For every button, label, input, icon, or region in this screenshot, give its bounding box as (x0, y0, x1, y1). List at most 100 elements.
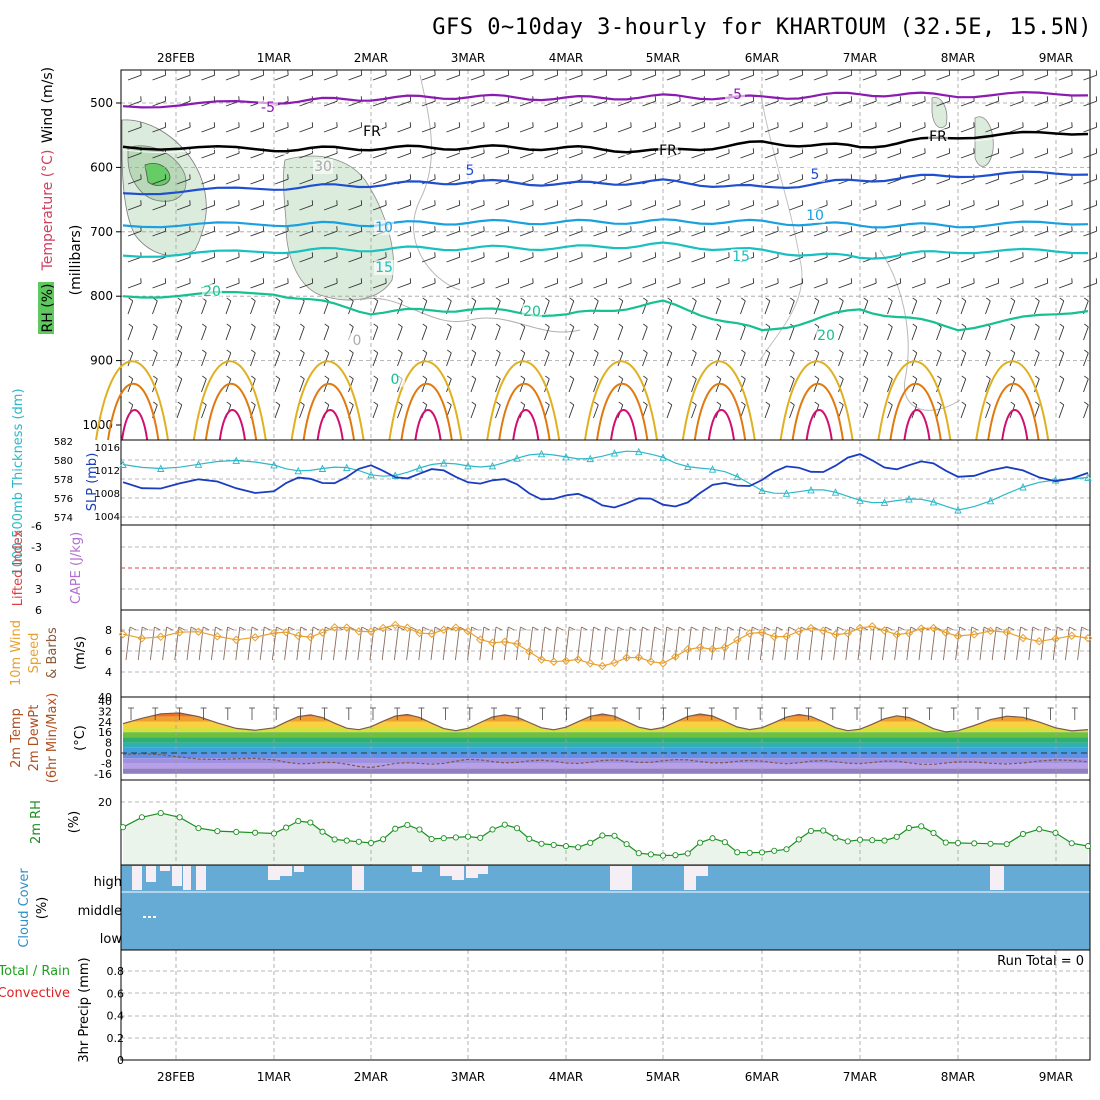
wind-barb (985, 378, 991, 393)
wind-barb (911, 352, 918, 367)
wind-barb (495, 352, 501, 367)
wind-barb (152, 178, 166, 185)
contour-label: 20 (203, 284, 221, 300)
wind-speed-marker (354, 627, 364, 636)
wind-barb (127, 152, 142, 159)
wind10m-barb-flag (629, 626, 637, 631)
rh2m-marker (195, 825, 202, 832)
wind-barb-flag (593, 297, 599, 302)
wind-barb (421, 74, 436, 81)
wind-barb-flag (642, 349, 648, 354)
wind-barb-flag (397, 401, 403, 406)
wind-barb (936, 256, 950, 263)
temp-color-band (123, 737, 1088, 743)
wind-speed-marker (794, 627, 803, 636)
contour-label: -5 (261, 100, 275, 116)
wind-barb (1058, 326, 1065, 341)
wind-barb (813, 230, 828, 237)
rh2m-marker (587, 839, 594, 846)
contour-label-bg (374, 260, 394, 275)
contour-label: FR (363, 124, 381, 140)
wind-barb-flag (740, 349, 746, 354)
thickness-marker (194, 460, 203, 468)
wind10m-barb-flag (959, 626, 966, 631)
contour-label: 0 (391, 372, 400, 388)
wind-barb-flag (373, 401, 379, 406)
wind-speed-marker (782, 632, 791, 641)
precip-tick-label: 0.8 (107, 965, 125, 978)
wind-speed-marker (1083, 633, 1093, 643)
wind-barb (642, 152, 656, 159)
isotherm-25-arch (779, 360, 854, 441)
wind-barb (348, 74, 362, 81)
wind10m-barb (1077, 626, 1083, 661)
top-date-label: 5MAR (646, 51, 681, 65)
wind-barb (593, 204, 607, 211)
wind-barb (887, 352, 893, 367)
wind-barb (642, 352, 648, 367)
rh2m-marker (119, 824, 127, 831)
wind-barb (274, 404, 281, 419)
wind-speed-marker (415, 628, 424, 638)
wind-barb (176, 204, 191, 211)
rh2m-area (123, 813, 1088, 865)
temp-color-band (123, 768, 1088, 774)
wind-barb-flag (618, 401, 624, 406)
contour-label: 5 (811, 167, 820, 183)
wind-barb (813, 152, 828, 159)
wind-speed-marker (463, 627, 473, 636)
wind-barb (470, 352, 477, 367)
rh2m-marker (501, 821, 508, 828)
wind-speed-marker (770, 632, 779, 641)
wind-barb-flag (593, 375, 599, 380)
wind-barb-flag (887, 349, 893, 354)
rh2m-marker (343, 837, 350, 844)
wind-barb-flag (642, 375, 648, 380)
temp-color-band (123, 763, 1088, 769)
wind-barb-flag (201, 323, 207, 328)
temp-tick-label: 0 (105, 747, 112, 760)
wind-tick-label: 4 (105, 666, 112, 679)
wind-barb-flag (1059, 401, 1065, 406)
wind-speed-marker (232, 635, 241, 645)
wind-barb (323, 352, 330, 367)
contour-label-bg (385, 372, 405, 387)
wind-barb (985, 230, 999, 237)
isotherm-30-arch (596, 382, 649, 441)
thickness-marker (562, 452, 570, 461)
wind-barb (323, 300, 330, 315)
rh2m-marker (611, 832, 618, 839)
wind-barb-flag (569, 375, 575, 380)
wind-barb (1058, 178, 1073, 185)
wind-barb-flag (152, 401, 158, 406)
wind-speed-marker (868, 622, 877, 631)
wind-barb-flag (520, 297, 526, 302)
wind-barb (691, 100, 705, 107)
wind-barb (740, 204, 754, 211)
temp-color-band (121, 701, 1090, 711)
wind-speed-marker (646, 657, 656, 666)
wind-barb (887, 300, 893, 315)
cloud-cover-fill (121, 865, 1090, 950)
wind-speed-marker (318, 628, 327, 637)
wind10m-barb (296, 626, 302, 661)
wind10m-frame (120, 609, 1091, 698)
wind-barb (715, 126, 730, 133)
wind-barb (348, 256, 362, 263)
wind-barb (1009, 100, 1024, 107)
wind-barb (813, 74, 828, 81)
wind-barb (960, 256, 975, 263)
wind-barb (691, 378, 697, 393)
wind10m-barb (698, 626, 704, 661)
wind-barb (323, 100, 338, 107)
wind-barb (764, 152, 779, 159)
isotherm-25-arch (681, 360, 756, 441)
wind-barb (446, 204, 460, 211)
wind-barb (250, 178, 264, 185)
wind-barb-flag (495, 401, 501, 406)
wind-speed-marker (1067, 631, 1076, 640)
rh2m-marker (138, 814, 145, 821)
wind10m-barb-flag (654, 626, 661, 631)
wind10m-barb-flag (1008, 626, 1015, 631)
